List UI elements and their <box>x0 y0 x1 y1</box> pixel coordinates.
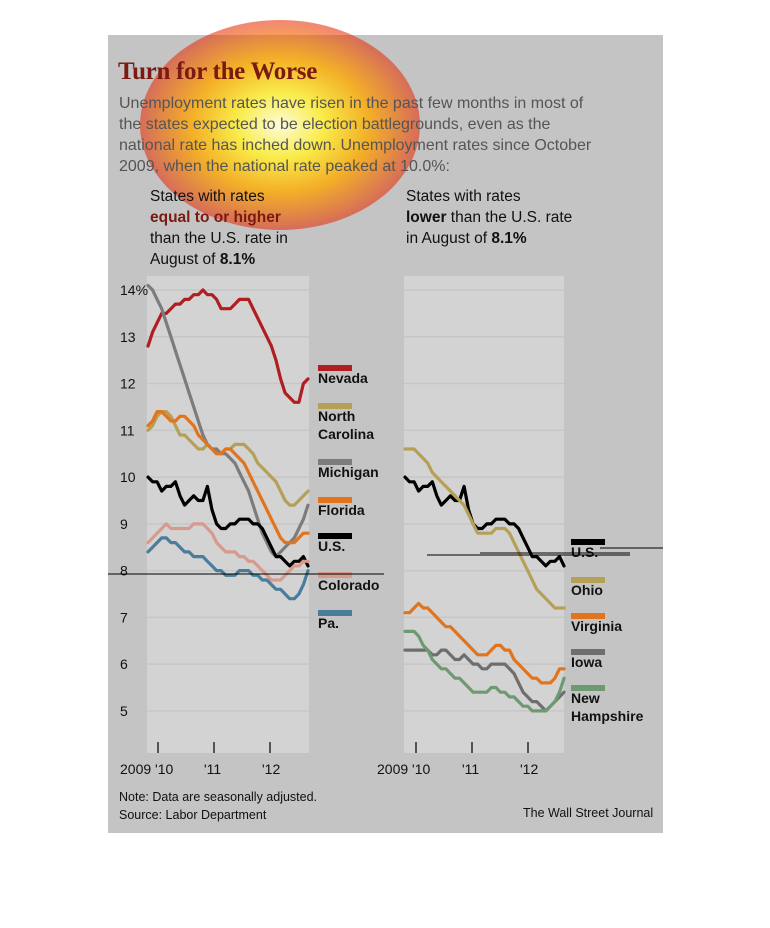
series-line-florida <box>146 410 310 545</box>
chart-notes: Note: Data are seasonally adjusted. Sour… <box>119 788 317 824</box>
y-tick-label: 6 <box>120 656 128 672</box>
legend-label: U.S. <box>571 544 598 560</box>
legend-swatch <box>571 539 605 545</box>
left-header-bold: equal to or higher <box>150 209 281 226</box>
series-line-iowa <box>403 648 566 713</box>
series-line-pa- <box>146 536 310 601</box>
left-panel-header: States with rates equal to or higher tha… <box>150 186 320 270</box>
legend-swatch <box>571 685 605 691</box>
legend-label: U.S. <box>318 538 345 554</box>
y-tick-label: 14% <box>120 282 148 298</box>
legend-swatch <box>318 403 352 409</box>
legend-label: Florida <box>318 502 365 518</box>
note-text: Note: Data are seasonally adjusted. <box>119 790 318 804</box>
panel-band-2 <box>404 276 564 753</box>
x-tick-label: '12 <box>262 761 280 777</box>
right-panel-header: States with rates lower than the U.S. ra… <box>406 186 576 249</box>
y-tick-label: 12 <box>120 376 136 392</box>
legend-label: New <box>571 690 600 706</box>
legend-label: Nevada <box>318 370 368 386</box>
series-line-ohio <box>403 447 566 610</box>
legend-swatch <box>318 610 352 616</box>
legend-label: Carolina <box>318 426 374 442</box>
left-header-value: 8.1% <box>219 251 256 268</box>
y-tick-label: 10 <box>120 469 136 485</box>
series-line-colorado <box>146 522 310 582</box>
x-tick-label: '11 <box>204 761 221 777</box>
legend-swatch <box>571 613 605 619</box>
y-tick-label: 5 <box>120 703 128 719</box>
y-tick-label: 11 <box>120 422 135 438</box>
credit-text: The Wall Street Journal <box>523 806 654 820</box>
y-tick-label: 9 <box>120 516 128 532</box>
panel-band-1 <box>147 276 309 753</box>
chart-title: Turn for the Worse <box>118 58 318 85</box>
legend-label: North <box>318 408 355 424</box>
legend-label: Pa. <box>318 615 339 631</box>
series-line-michigan <box>146 283 310 559</box>
series-line-nevada <box>146 288 310 404</box>
y-tick-label: 7 <box>120 609 128 625</box>
source-text: Source: Labor Department <box>119 808 267 822</box>
right-header-bold: lower <box>406 209 447 226</box>
series-line-u-s- <box>146 475 310 568</box>
legend-label: Colorado <box>318 577 379 593</box>
legend-swatch <box>318 459 352 465</box>
y-tick-label: 13 <box>120 329 136 345</box>
legend-swatch <box>318 572 352 578</box>
x-tick-label: 2009 '10 <box>120 761 173 777</box>
legend-label: Hampshire <box>571 708 644 724</box>
legend-swatch <box>318 365 352 371</box>
series-line-virginia <box>403 601 566 685</box>
left-header-post: than the U.S. rate in August of <box>150 230 288 268</box>
right-header-post: than the U.S. rate in August of <box>406 209 573 247</box>
x-tick-label: '12 <box>520 761 538 777</box>
right-header-value: 8.1% <box>491 230 527 247</box>
legend-swatch <box>571 577 605 583</box>
right-header-pre: States with rates <box>406 188 521 205</box>
legend-swatch <box>571 649 605 655</box>
legend-label: Virginia <box>571 618 622 634</box>
series-line-new-hampshire <box>403 629 566 713</box>
x-tick-label: 2009 '10 <box>377 761 430 777</box>
y-tick-label: 8 <box>120 563 128 579</box>
chart-intro: Unemployment rates have risen in the pas… <box>119 95 592 175</box>
legend-label: Ohio <box>571 582 603 598</box>
legend-label: Michigan <box>318 464 379 480</box>
legend-swatch <box>318 533 352 539</box>
legend-swatch <box>318 497 352 503</box>
x-tick-label: '11 <box>462 761 479 777</box>
legend-label: Iowa <box>571 654 602 670</box>
series-line-u-s- <box>403 475 566 568</box>
left-header-pre: States with rates <box>150 188 265 205</box>
